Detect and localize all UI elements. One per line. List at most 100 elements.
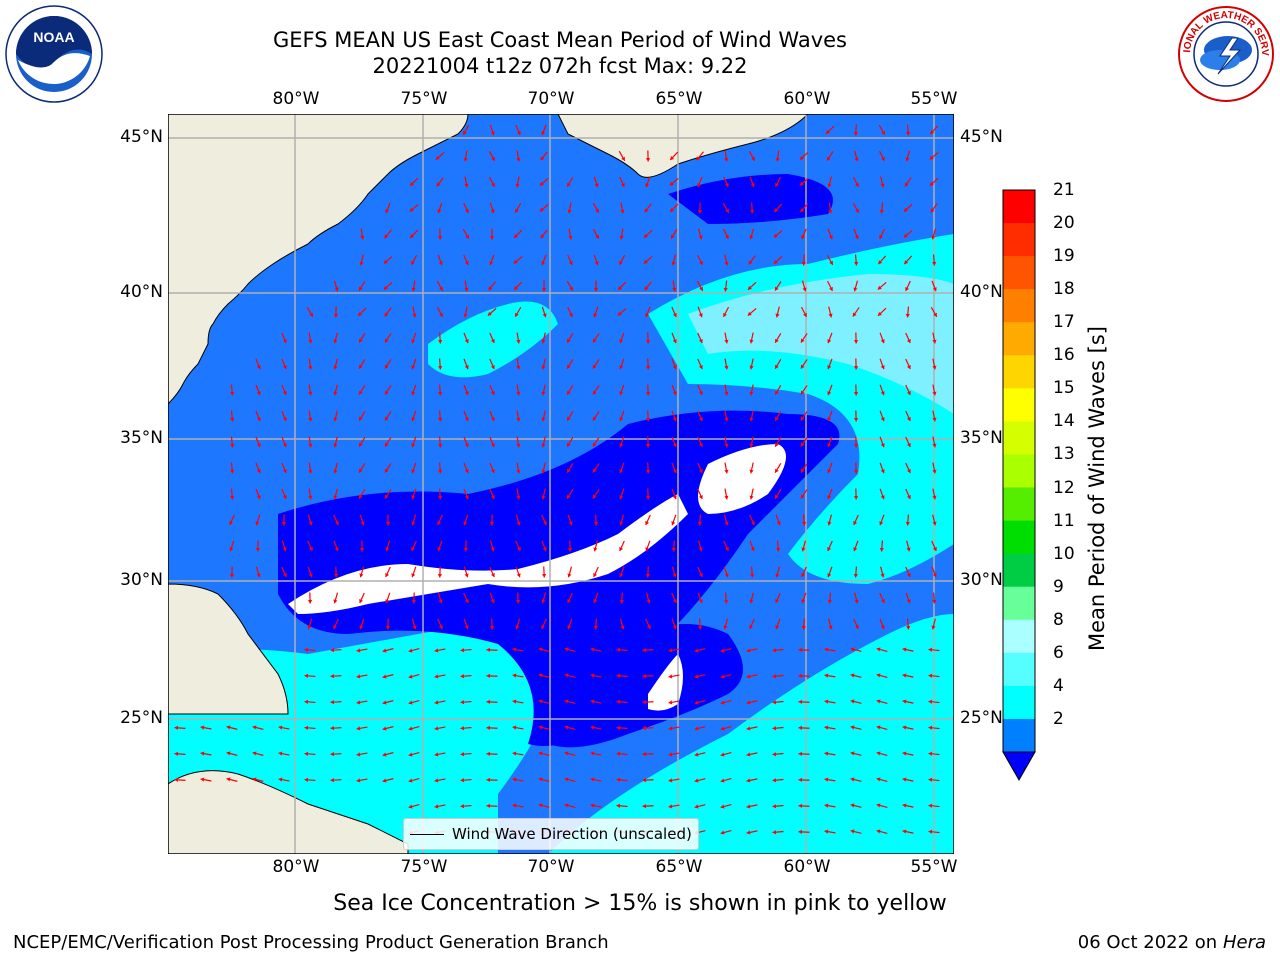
wind-wave-arrowhead bbox=[746, 648, 751, 653]
wind-wave-arrowhead bbox=[772, 752, 777, 757]
wind-wave-arrowhead bbox=[384, 442, 389, 447]
wind-wave-arrowhead bbox=[304, 777, 309, 782]
wind-wave-arrowhead bbox=[928, 803, 933, 808]
wind-wave-arrowhead bbox=[567, 364, 571, 369]
wind-wave-arrowhead bbox=[592, 468, 597, 473]
wind-wave-arrowhead bbox=[696, 156, 701, 161]
wind-wave-arrowhead bbox=[278, 751, 283, 756]
wind-wave-arrowhead bbox=[567, 548, 573, 552]
wind-wave-arrowhead bbox=[359, 261, 364, 266]
colorbar-segment bbox=[1003, 586, 1035, 621]
wind-wave-arrowhead bbox=[775, 599, 780, 603]
wind-wave-arrowhead bbox=[853, 547, 858, 552]
wind-wave-arrowhead bbox=[438, 625, 443, 629]
wind-wave-arrowhead bbox=[906, 417, 911, 422]
wind-wave-arrowhead bbox=[724, 417, 729, 422]
wind-wave-arrowhead bbox=[538, 647, 543, 652]
wind-wave-arrowhead bbox=[904, 182, 909, 187]
wind-wave-arrowhead bbox=[230, 443, 235, 448]
noaa-logo-text: NOAA bbox=[33, 29, 74, 45]
wind-wave-arrowhead bbox=[854, 157, 859, 162]
wind-wave-arrowhead bbox=[879, 547, 884, 552]
wind-wave-arrowhead bbox=[931, 625, 936, 630]
wind-wave-arrowhead bbox=[645, 366, 651, 370]
wind-wave-arrowhead bbox=[437, 209, 442, 214]
wind-wave-arrowhead bbox=[800, 364, 805, 369]
colorbar-tick-label: 6 bbox=[1053, 642, 1064, 663]
wind-wave-arrowhead bbox=[668, 778, 673, 783]
wind-wave-arrowhead bbox=[672, 339, 677, 344]
wind-wave-arrowhead bbox=[876, 725, 881, 730]
wind-wave-arrowhead bbox=[252, 777, 257, 782]
wind-wave-arrowhead bbox=[359, 390, 363, 395]
wind-wave-arrowhead bbox=[308, 469, 313, 474]
wind-wave-arrowhead bbox=[567, 442, 571, 447]
colorbar bbox=[1000, 186, 1040, 786]
wind-wave-arrowhead bbox=[490, 495, 495, 500]
wind-wave-arrowhead bbox=[282, 443, 287, 448]
wind-wave-arrowhead bbox=[645, 418, 651, 422]
wind-wave-arrowhead bbox=[724, 261, 729, 266]
wind-wave-arrowhead bbox=[540, 234, 545, 239]
wind-wave-arrowhead bbox=[694, 700, 699, 705]
wind-wave-arrowhead bbox=[230, 391, 235, 396]
wind-wave-arrowhead bbox=[801, 547, 806, 552]
wind-wave-arrowhead bbox=[855, 208, 859, 213]
wind-wave-arrowhead bbox=[359, 494, 363, 499]
wind-wave-arrowhead bbox=[538, 725, 543, 730]
wind-wave-arrowhead bbox=[282, 365, 287, 370]
wind-wave-arrowhead bbox=[824, 777, 829, 782]
wind-wave-arrowhead bbox=[644, 286, 649, 291]
wind-wave-arrowhead bbox=[775, 573, 780, 578]
wind-wave-arrowhead bbox=[541, 469, 546, 474]
wind-wave-arrowhead bbox=[515, 625, 520, 630]
wind-wave-arrowhead bbox=[746, 700, 751, 705]
wind-wave-arrowhead bbox=[827, 547, 832, 551]
wind-wave-arrowhead bbox=[799, 181, 804, 186]
wind-wave-arrowhead bbox=[382, 648, 387, 653]
wind-wave-arrowhead bbox=[411, 339, 416, 344]
wind-wave-arrowhead bbox=[749, 391, 754, 396]
wind-wave-arrowhead bbox=[772, 804, 777, 809]
wind-wave-arrowhead bbox=[593, 547, 598, 552]
period-zone-high-east bbox=[688, 274, 954, 414]
wind-wave-arrowhead bbox=[694, 778, 699, 783]
wind-wave-arrowhead bbox=[880, 443, 885, 448]
wind-wave-arrowhead bbox=[853, 131, 859, 136]
legend-line-icon bbox=[410, 833, 444, 835]
wind-wave-arrowhead bbox=[410, 181, 414, 186]
lon-tick-top-80w: 80°W bbox=[272, 89, 320, 109]
wind-wave-arrowhead bbox=[308, 391, 313, 396]
wind-wave-arrowhead bbox=[592, 416, 597, 421]
wind-wave-arrowhead bbox=[694, 726, 699, 731]
wind-wave-arrowhead bbox=[776, 521, 781, 526]
wind-wave-arrowhead bbox=[850, 725, 855, 730]
wind-wave-arrowhead bbox=[488, 286, 493, 291]
wind-wave-arrowhead bbox=[308, 521, 313, 526]
wind-wave-arrowhead bbox=[333, 469, 338, 474]
wind-wave-arrowhead bbox=[853, 521, 858, 525]
wind-wave-arrowhead bbox=[774, 208, 779, 213]
wind-wave-arrowhead bbox=[616, 803, 621, 808]
wind-wave-arrowhead bbox=[567, 338, 571, 343]
wind-wave-arrowhead bbox=[436, 182, 441, 187]
wind-wave-arrowhead bbox=[645, 392, 651, 396]
wind-wave-arrowhead bbox=[490, 443, 495, 448]
wind-wave-arrowhead bbox=[697, 210, 703, 214]
colorbar-segment bbox=[1003, 421, 1035, 455]
wind-wave-arrowhead bbox=[411, 573, 416, 578]
wind-wave-arrowhead bbox=[880, 183, 885, 188]
wind-wave-arrowhead bbox=[491, 182, 495, 187]
wind-wave-arrowhead bbox=[853, 366, 859, 370]
wind-wave-arrowhead bbox=[486, 699, 490, 705]
wind-wave-arrowhead bbox=[932, 443, 937, 448]
wind-wave-arrowhead bbox=[541, 417, 546, 422]
wind-wave-arrowhead bbox=[384, 416, 389, 421]
wind-wave-arrowhead bbox=[668, 752, 673, 757]
colorbar-tick-label: 8 bbox=[1053, 609, 1064, 630]
wind-wave-arrowhead bbox=[465, 234, 469, 239]
wind-wave-arrowhead bbox=[749, 417, 754, 422]
wind-wave-arrowhead bbox=[828, 209, 833, 214]
wind-wave-arrowhead bbox=[724, 521, 729, 526]
wind-wave-arrowhead bbox=[619, 599, 625, 604]
